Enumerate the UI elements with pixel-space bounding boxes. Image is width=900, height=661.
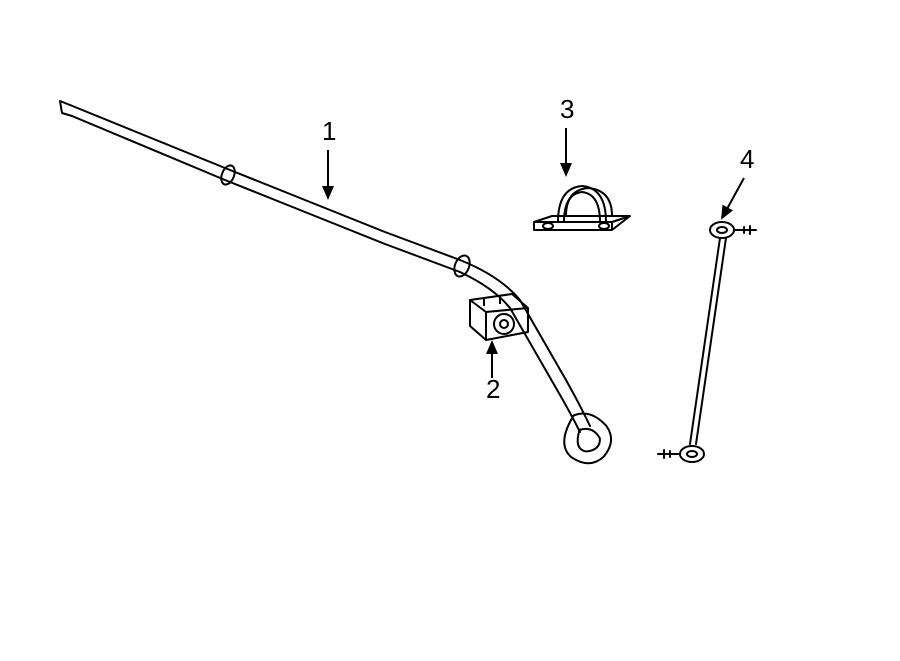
callout-label-3: 3 [560,94,574,124]
parts-diagram: 1 2 3 4 [0,0,900,661]
part-stabilizer-bar [60,101,619,471]
part-bushing [470,294,528,340]
callout-label-4: 4 [740,144,754,174]
callout-arrow-4 [722,178,744,218]
callout-label-1: 1 [322,116,336,146]
part-bracket-clamp [534,186,630,230]
callout-label-2: 2 [486,374,500,404]
part-stabilizer-link [658,222,756,462]
